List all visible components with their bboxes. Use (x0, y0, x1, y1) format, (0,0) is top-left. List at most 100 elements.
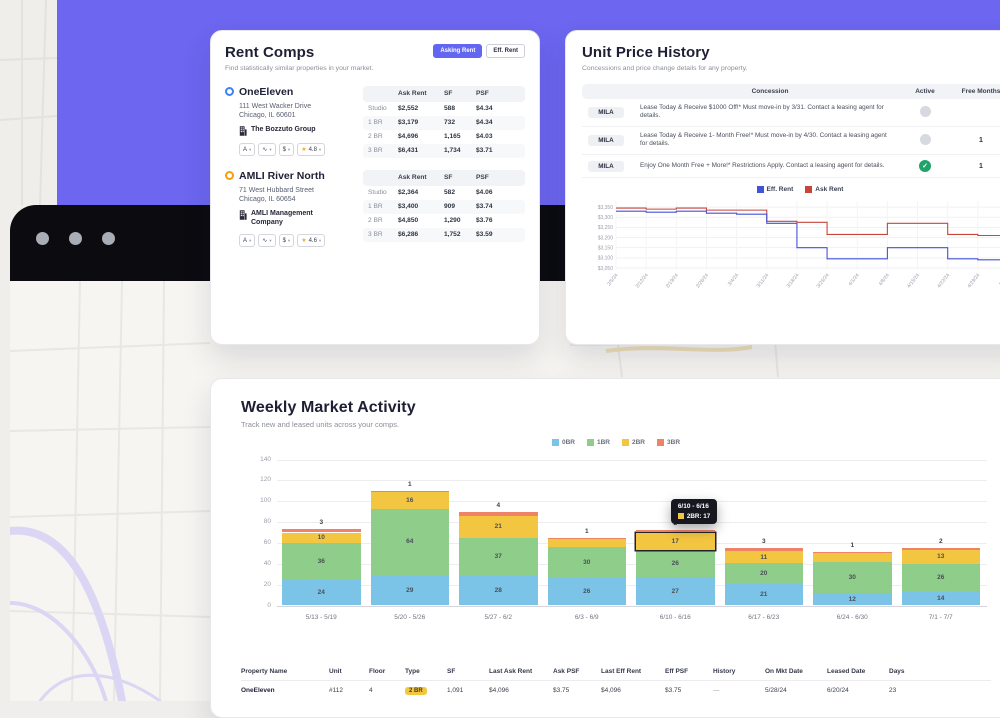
tooltip-title: 6/10 - 6/16 (677, 502, 709, 510)
unit-mix-row: 3 BR $6,286 1,752 $3.59 (363, 227, 525, 242)
sort-chip[interactable]: A ▾ (239, 143, 256, 157)
column-header-history[interactable]: History (713, 667, 736, 675)
asking-rent-toggle[interactable]: Asking Rent (433, 44, 483, 58)
bar-segment-1br[interactable]: 30 (547, 547, 626, 579)
active-check-icon: ✓ (919, 160, 931, 173)
column-header-leased-date[interactable]: Leased Date (827, 667, 866, 675)
bar-segment-2br[interactable]: 11 (724, 551, 803, 563)
bar-segment-2br[interactable] (547, 538, 626, 548)
bar-segment-1br[interactable]: 64 (370, 508, 449, 576)
concession-column-header[interactable]: Concession (751, 87, 789, 95)
weekly-subtitle: Track new and leased units across your c… (241, 420, 400, 429)
bar-segment-0br[interactable]: 21 (724, 583, 803, 606)
window-control-dot[interactable] (102, 232, 115, 245)
cell-days: 23 (889, 686, 897, 694)
bar-segment-2br[interactable]: 13 (901, 550, 980, 564)
concession-text: Lease Today & Receive 1- Month Free!* Mu… (640, 131, 887, 148)
x-axis-label: 7/1 - 7/7 (928, 613, 953, 621)
bar-segment-1br[interactable]: 20 (724, 562, 803, 584)
bar-segment-1br[interactable]: 26 (901, 563, 980, 591)
gridline (277, 605, 987, 607)
window-control-dot[interactable] (36, 232, 49, 245)
bar-segment-2br[interactable]: 16 (370, 491, 449, 509)
legend-item-1br: 1BR (586, 438, 610, 446)
bar-segment-1br[interactable]: 37 (459, 537, 538, 577)
bar-segment-0br[interactable]: 28 (459, 576, 538, 606)
bar-segment-2br[interactable]: 17 (636, 532, 715, 551)
column-header-sf[interactable]: SF (447, 667, 456, 675)
bar-segment-3br[interactable] (724, 548, 803, 552)
sort-chip[interactable]: A ▾ (239, 234, 256, 248)
property-name-row[interactable]: OneEleven (225, 86, 353, 98)
column-header-property-name[interactable]: Property Name (241, 667, 288, 675)
legend-item-2br: 2BR (622, 438, 645, 446)
active-column-header[interactable]: Active (915, 87, 935, 95)
property-manager: The Bozzuto Group (239, 125, 335, 136)
bar-segment-0br[interactable]: 26 (547, 578, 626, 606)
column-header-last-eff-rent[interactable]: Last Eff Rent (601, 667, 642, 675)
rating-chip[interactable]: ★ 4.6 ▾ (297, 234, 326, 248)
trend-chip[interactable]: ∿ ▾ (258, 234, 276, 248)
property-badge[interactable]: MILA (588, 106, 624, 118)
free-months-column-header[interactable]: Free Months (961, 87, 1000, 95)
bar-segment-3br[interactable] (901, 548, 980, 551)
column-header-on-mkt-date[interactable]: On Mkt Date (765, 667, 803, 675)
concession-row: MILA Lease Today & Receive 1- Month Free… (582, 127, 1000, 156)
column-header-ask-psf[interactable]: Ask PSF (553, 667, 580, 675)
svg-text:2/26/24: 2/26/24 (695, 272, 710, 289)
unit-mix-table: Ask Rent SF PSF Studio $2,552 588 $4.34 1 BR $… (363, 85, 525, 158)
bar-segment-1br[interactable]: 26 (636, 550, 715, 578)
legend-item-eff--rent: Eff. Rent (756, 186, 793, 194)
column-header-last-ask-rent[interactable]: Last Ask Rent (489, 667, 533, 675)
bar-segment-1br[interactable]: 36 (282, 542, 361, 581)
bar-top-label: 1 (407, 480, 412, 488)
price-chip[interactable]: $ ▾ (278, 234, 295, 248)
column-header-unit[interactable]: Unit (329, 667, 342, 675)
bar-segment-0br[interactable]: 12 (813, 592, 892, 606)
unit-price-history-card: Unit Price History Concessions and price… (565, 30, 1000, 345)
trend-chip[interactable]: ∿ ▾ (258, 143, 276, 157)
table-row[interactable]: OneEleven #112 4 2 BR 1,091 $4,096 $3.75… (241, 681, 991, 700)
cell-property-name[interactable]: OneEleven (241, 686, 275, 694)
rent-comps-title: Rent Comps (225, 44, 315, 61)
bar-segment-1br[interactable]: 30 (813, 561, 892, 593)
rating-chip[interactable]: ★ 4.8 ▾ (297, 143, 326, 157)
svg-text:3/11/24: 3/11/24 (756, 272, 771, 289)
bar-segment-2br[interactable]: 21 (459, 515, 538, 538)
y-axis-label: 120 (260, 476, 271, 484)
bar-segment-3br[interactable] (282, 529, 361, 533)
price-chip[interactable]: $ ▾ (278, 143, 295, 157)
property-name-row[interactable]: AMLI River North (225, 170, 353, 182)
bar-segment-0br[interactable]: 27 (636, 577, 715, 606)
gridline (277, 584, 987, 586)
bar-segment-3br[interactable] (459, 511, 538, 516)
window-control-dot[interactable] (69, 232, 82, 245)
column-header-eff-psf[interactable]: Eff PSF (665, 667, 689, 675)
price-history-chart[interactable]: $3,350 $3,300 $3,250 $3,200 $3,150 $3,100 $3,0… (582, 196, 1000, 305)
cell-type: 2 BR (405, 686, 447, 695)
property-manager: AMLI Management Company (239, 209, 335, 227)
svg-text:4/8/24: 4/8/24 (878, 272, 891, 287)
column-header-floor[interactable]: Floor (369, 667, 386, 675)
bar-segment-0br[interactable]: 14 (901, 590, 980, 606)
eff-rent-toggle[interactable]: Eff. Rent (486, 44, 525, 58)
bar-segment-2br[interactable]: 10 (282, 532, 361, 543)
bar-segment-3br[interactable] (813, 552, 892, 554)
bar-segment-0br[interactable]: 24 (282, 580, 361, 606)
svg-text:$3,150: $3,150 (598, 246, 614, 252)
bar-segment-2br[interactable] (813, 553, 892, 562)
bar-segment-3br[interactable] (636, 530, 715, 533)
y-axis-label: 60 (263, 538, 271, 546)
svg-text:4/1/24: 4/1/24 (848, 272, 861, 287)
column-header-type[interactable]: Type (405, 667, 420, 675)
bar-segment-3br[interactable] (370, 490, 449, 492)
bar-segment-3br[interactable] (547, 537, 626, 539)
property-badge[interactable]: MILA (588, 134, 624, 146)
property-badge[interactable]: MILA (588, 160, 624, 172)
filter-chip-row: A ▾ ∿ ▾ $ ▾ ★ 4.6 ▾ (239, 234, 353, 248)
weekly-units-table: Property Name Unit Floor Type SF Last Ask Ren… (241, 662, 991, 700)
unit-mix-row: 1 BR $3,179 732 $4.34 (363, 115, 525, 130)
bar-segment-0br[interactable]: 29 (370, 575, 449, 606)
weekly-stacked-bar-chart[interactable]: 0 20 40 60 80 100 120 140 24 36 10 3 5/13 - 5/19 29 64… (241, 448, 991, 653)
column-header-days[interactable]: Days (889, 667, 905, 675)
